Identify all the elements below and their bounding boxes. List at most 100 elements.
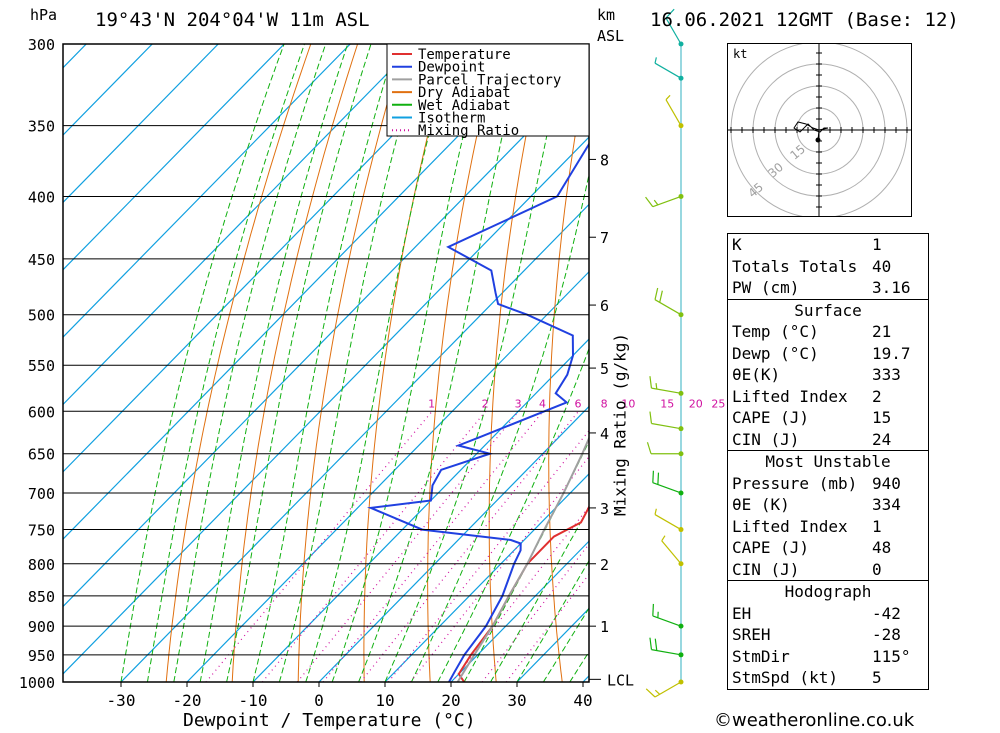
- wind-barb-shaft: [654, 681, 682, 698]
- pressure-tick-label: 750: [28, 522, 55, 540]
- mixing-ratio-line: [360, 410, 579, 682]
- isotherm-line: [252, 338, 589, 682]
- temperature-tick-label: -30: [107, 691, 136, 710]
- wind-barb-shaft: [654, 514, 682, 531]
- wind-barb-flag: [657, 472, 660, 485]
- pressure-tick-label: 800: [28, 556, 55, 574]
- surface-row-dewp: Dewp (°C) 19.7: [732, 343, 911, 363]
- wind-barb-shaft: [654, 299, 682, 316]
- wind-barb-shaft: [652, 482, 682, 494]
- surface-row-cin: CIN (J) 24: [732, 429, 892, 449]
- mixing-ratio-label: 20: [689, 397, 703, 410]
- pressure-tick-label: 400: [28, 188, 55, 206]
- wind-barb-flag: [649, 637, 653, 650]
- wet-adiabat-line: [490, 506, 589, 682]
- height-km-label: 2: [600, 556, 609, 574]
- legend-entry: Dry Adiabat: [418, 85, 511, 101]
- x-axis-title: Dewpoint / Temperature (°C): [183, 710, 476, 731]
- temperature-tick-label: -20: [173, 691, 202, 710]
- copyright[interactable]: ©weatheronline.co.uk: [714, 710, 915, 731]
- hodograph-trace: [793, 121, 829, 141]
- surface-title: Surface: [794, 300, 862, 320]
- wind-barb-shaft: [651, 649, 682, 656]
- wet-adiabat-line: [358, 44, 524, 682]
- hodograph-title: Hodograph: [784, 582, 872, 601]
- isotherm-line: [384, 472, 589, 682]
- mu-row-thetae: θE (K) 334: [732, 495, 901, 514]
- temperature-tick-label: -10: [239, 691, 268, 710]
- mixing-ratio-label: 10: [621, 397, 635, 410]
- wind-barb-flag: [654, 638, 658, 651]
- legend-entry: Temperature: [418, 47, 511, 63]
- height-km-label: 7: [600, 229, 609, 247]
- wind-barb-flag: [645, 688, 656, 698]
- isotherm-line: [0, 44, 20, 682]
- pressure-tick-label: 600: [28, 403, 55, 421]
- mu-row-pressure: Pressure (mb) 940: [732, 473, 901, 493]
- mixing-ratio-label: 3: [515, 397, 522, 410]
- hodo-ring-label-30: 30: [765, 160, 786, 181]
- dry-adiabat-line: [662, 44, 694, 682]
- wind-barb-flag: [645, 196, 654, 208]
- height-km-label: 6: [600, 297, 609, 315]
- isotherm-line: [63, 44, 153, 136]
- dry-adiabat-line: [363, 44, 452, 682]
- wet-adiabat-line: [278, 44, 424, 682]
- wind-barb-flag: [652, 470, 654, 483]
- isotherm-line: [63, 44, 417, 406]
- isotherm-line: [63, 136, 589, 675]
- hodo-ring-label-15: 15: [787, 142, 808, 163]
- dry-adiabat-line: [966, 44, 1000, 682]
- wet-adiabat-line: [146, 44, 305, 682]
- pressure-tick-label: 500: [28, 307, 55, 325]
- wind-barb-flag: [653, 199, 659, 206]
- wind-barb-shaft: [654, 62, 682, 79]
- wind-barb-flag: [661, 535, 666, 542]
- most-unstable-title: Most Unstable: [765, 452, 891, 471]
- wind-barb-shaft: [652, 615, 682, 627]
- legend-entry: Parcel Trajectory: [418, 72, 561, 88]
- height-km-label: 4: [600, 425, 609, 443]
- surface-row-temp: Temp (°C) 21: [732, 322, 892, 341]
- km-unit: km: [597, 6, 616, 24]
- wind-barb-flag: [654, 287, 659, 300]
- isotherm-line: [450, 540, 589, 682]
- wind-barb-flag: [649, 376, 653, 389]
- isotherm-line: [186, 270, 589, 682]
- isotherm-line: [318, 405, 589, 682]
- height-km-label: 1: [600, 618, 609, 636]
- wind-barb-flag: [652, 603, 654, 616]
- datetime-title: 16.06.2021 12GMT (Base: 12): [650, 9, 959, 31]
- pressure-tick-label: 850: [28, 588, 55, 606]
- legend-entry: Isotherm: [418, 111, 485, 127]
- mixing-ratio-label: 4: [539, 397, 546, 410]
- wet-adiabat-line: [199, 44, 349, 682]
- temperature-tick-label: 10: [375, 691, 394, 710]
- wet-adiabat-line: [516, 559, 589, 682]
- wet-adiabat-line: [331, 44, 487, 682]
- mixing-ratio-label: 8: [601, 397, 608, 410]
- mixing-ratio-line: [322, 410, 544, 682]
- hodograph-plot: kt 15 30 45: [728, 41, 911, 219]
- mixing-ratio-axis-title: Mixing Ratio (g/kg): [610, 332, 630, 517]
- height-km-label: 3: [600, 500, 609, 518]
- wet-adiabat-line: [252, 44, 397, 682]
- pressure-unit: hPa: [30, 6, 58, 24]
- hodo-row-stmspd: StmSpd (kt) 5: [732, 668, 882, 687]
- wet-adiabat-line: [120, 44, 285, 682]
- wind-barb-flag: [665, 8, 675, 19]
- isotherm-line: [63, 44, 549, 541]
- lcl-label: LCL: [607, 671, 634, 689]
- wind-barb-flag: [654, 508, 657, 515]
- height-km-label: 8: [600, 151, 609, 169]
- temperature-tick-label: 40: [573, 691, 592, 710]
- mixing-ratio-line: [387, 429, 589, 682]
- dewpoint-line: [366, 142, 589, 682]
- surface-section: Surface Temp (°C) 21 Dewp (°C) 19.7 θE(K) 3…: [728, 298, 928, 451]
- pressure-tick-label: 1000: [19, 674, 55, 692]
- mixing-ratio-label: 2: [482, 397, 489, 410]
